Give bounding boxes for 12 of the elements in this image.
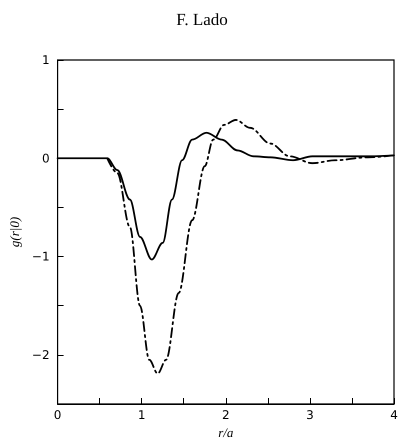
x-tick-label: 1 [138, 408, 146, 422]
y-tick-label: −1 [32, 250, 50, 264]
x-tick-label: 0 [54, 408, 62, 422]
chart-title: F. Lado [176, 10, 228, 29]
x-tick-label: 4 [390, 408, 398, 422]
y-axis-title: g(r|0) [7, 216, 22, 248]
x-tick-label: 2 [222, 408, 230, 422]
y-tick-label: 0 [42, 151, 50, 166]
y-tick-label: 1 [42, 53, 50, 67]
y-tick-label: −2 [32, 348, 50, 362]
x-axis-title: r/a [218, 425, 234, 440]
x-tick-label: 3 [306, 408, 314, 422]
